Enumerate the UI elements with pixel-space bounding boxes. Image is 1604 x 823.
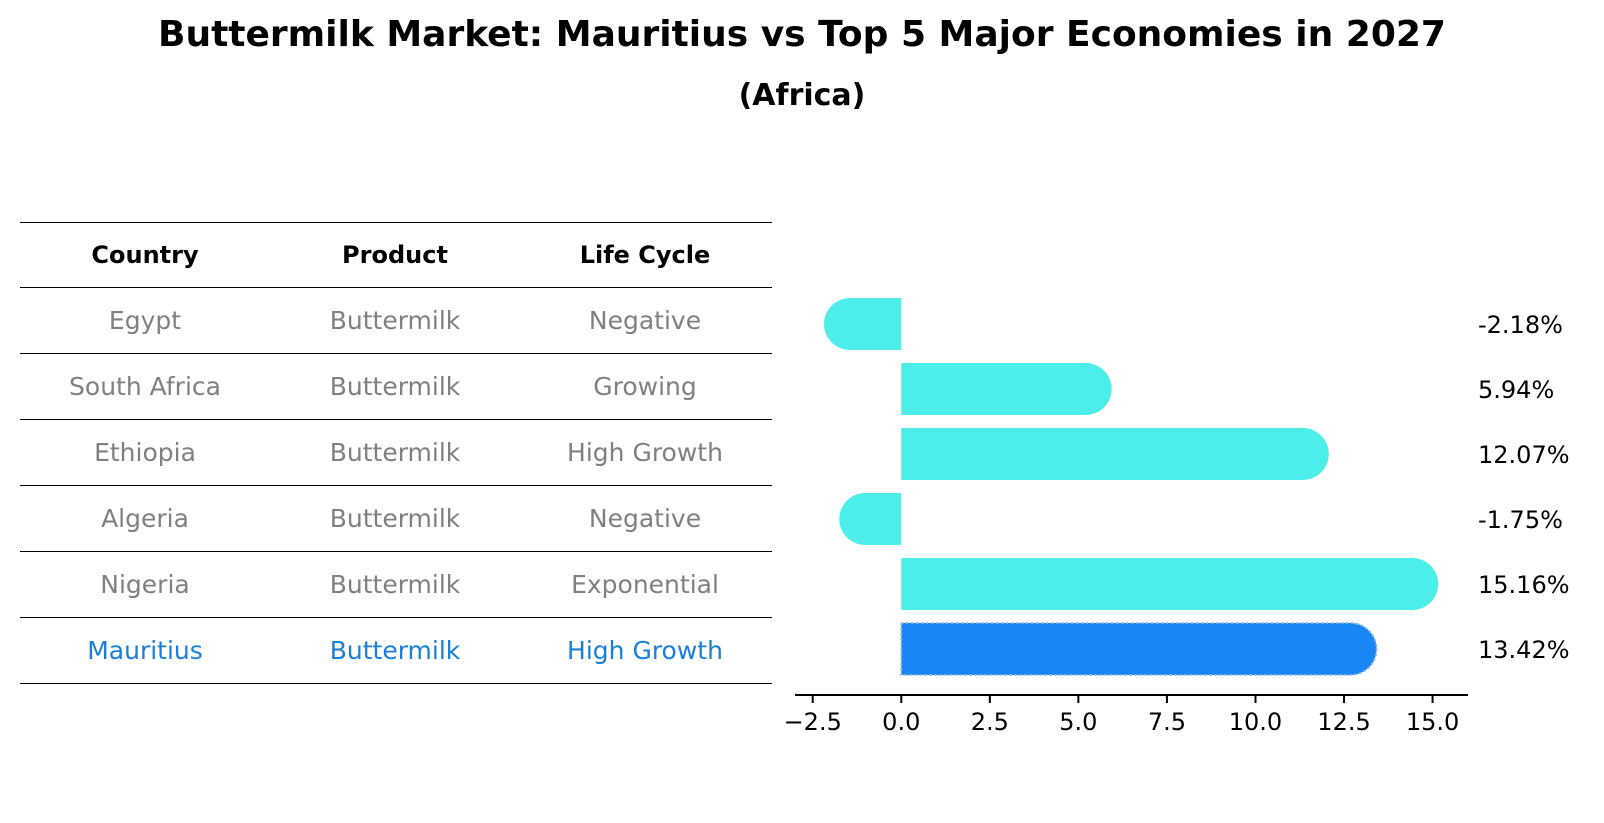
- cell-life-cycle: Exponential: [571, 570, 719, 599]
- table-row-highlight: Mauritius Buttermilk High Growth: [20, 618, 772, 684]
- table-header-row: Country Product Life Cycle: [20, 222, 772, 288]
- value-label: 12.07%: [1478, 441, 1570, 469]
- cell-country: Ethiopia: [94, 438, 196, 467]
- chart-title: Buttermilk Market: Mauritius vs Top 5 Ma…: [158, 14, 1446, 55]
- table-row: Egypt Buttermilk Negative: [20, 288, 772, 354]
- header-life-cycle: Life Cycle: [579, 241, 711, 269]
- cell-country: Nigeria: [100, 570, 190, 599]
- cell-life-cycle: High Growth: [567, 438, 723, 467]
- table-row: Nigeria Buttermilk Exponential: [20, 552, 772, 618]
- value-label: 5.94%: [1478, 376, 1554, 404]
- cell-product: Buttermilk: [329, 570, 461, 599]
- x-tick-label: 10.0: [1229, 708, 1282, 736]
- x-tick-label: 7.5: [1148, 708, 1186, 736]
- cell-product: Buttermilk: [329, 372, 461, 401]
- x-tick-label: −2.5: [784, 708, 842, 736]
- bar-mauritius: [900, 622, 1378, 676]
- cell-country: South Africa: [69, 372, 221, 401]
- cell-life-cycle: Negative: [588, 504, 702, 533]
- value-label: -2.18%: [1478, 311, 1563, 339]
- x-tick-label: 5.0: [1059, 708, 1097, 736]
- bar-nigeria: [901, 558, 1439, 610]
- bar-south-africa: [901, 363, 1112, 415]
- bar-egypt: [824, 298, 902, 350]
- cell-country: Egypt: [108, 306, 182, 335]
- chart-subtitle: (Africa): [738, 78, 866, 113]
- header-product: Product: [342, 241, 448, 269]
- cell-life-cycle: High Growth: [567, 636, 723, 665]
- table-row: South Africa Buttermilk Growing: [20, 354, 772, 420]
- x-tick-label: 15.0: [1406, 708, 1459, 736]
- table-row: Algeria Buttermilk Negative: [20, 486, 772, 552]
- data-table: Country Product Life Cycle Egypt Butterm…: [20, 222, 772, 684]
- value-label: 13.42%: [1478, 636, 1570, 664]
- cell-product: Buttermilk: [329, 636, 461, 665]
- bar-ethiopia: [901, 428, 1329, 480]
- table-row: Ethiopia Buttermilk High Growth: [20, 420, 772, 486]
- x-tick-label: 12.5: [1317, 708, 1370, 736]
- header-country: Country: [91, 241, 199, 269]
- cell-life-cycle: Growing: [593, 372, 697, 401]
- cell-product: Buttermilk: [329, 504, 461, 533]
- x-tick-label: 0.0: [882, 708, 920, 736]
- bar-algeria: [839, 493, 902, 545]
- cell-country: Mauritius: [87, 636, 203, 665]
- value-label: 15.16%: [1478, 571, 1570, 599]
- cell-life-cycle: Negative: [588, 306, 702, 335]
- value-label: -1.75%: [1478, 506, 1563, 534]
- cell-product: Buttermilk: [329, 306, 461, 335]
- cell-product: Buttermilk: [329, 438, 461, 467]
- x-tick-label: 2.5: [971, 708, 1009, 736]
- cell-country: Algeria: [101, 504, 189, 533]
